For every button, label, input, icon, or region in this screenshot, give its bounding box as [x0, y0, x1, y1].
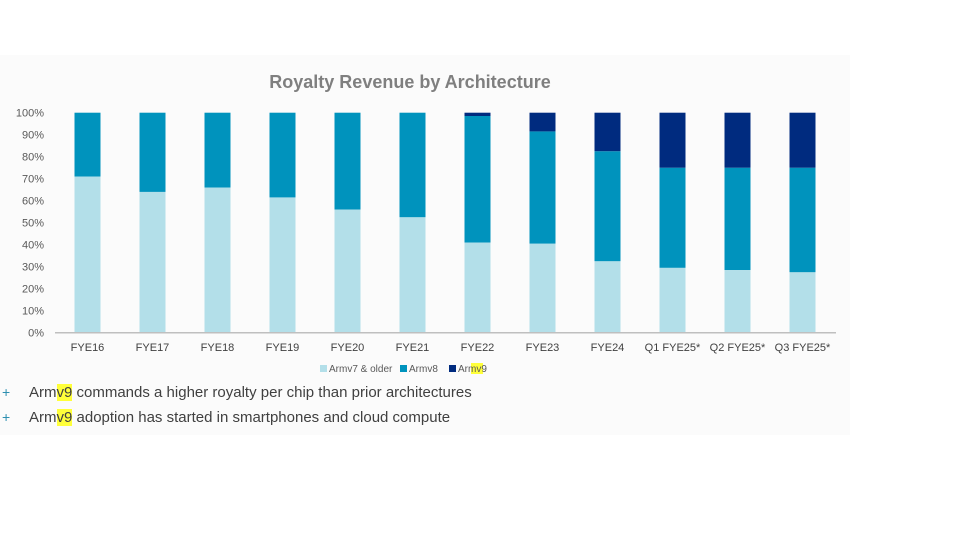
- bar-segment-armv9: [724, 112, 751, 168]
- y-tick-label: 40%: [22, 240, 44, 252]
- bar-segment-armv8: [269, 112, 296, 198]
- bar-segment-armv7-older: [789, 272, 816, 333]
- chart-panel: Royalty Revenue by Architecture 0% 10% 20%…: [0, 55, 850, 435]
- chart-title: Royalty Revenue by Architecture: [269, 72, 550, 92]
- bar-segment-armv9: [529, 112, 556, 132]
- x-tick-label: FYE17: [136, 342, 170, 354]
- x-tick-label: FYE21: [396, 342, 430, 354]
- bar-segment-armv7-older: [269, 197, 296, 333]
- y-tick-label: 50%: [22, 218, 44, 230]
- bar-segment-armv8: [724, 167, 751, 270]
- bar-segment-armv9: [464, 112, 491, 116]
- y-tick-label: 70%: [22, 174, 44, 186]
- bar-segment-armv8: [204, 112, 231, 188]
- legend-label-armv9: Armv9: [458, 364, 487, 375]
- bar-segment-armv8: [594, 151, 621, 262]
- bar-segment-armv7-older: [204, 187, 231, 333]
- y-tick-label: 0%: [28, 328, 44, 340]
- bar-segment-armv7-older: [334, 209, 361, 333]
- bullet-text: adoption has started in smartphones and …: [72, 409, 451, 426]
- bar-segment-armv7-older: [724, 270, 751, 333]
- stacked-bar-chart: Royalty Revenue by Architecture 0% 10% 20%…: [16, 72, 836, 375]
- bar-segment-armv9: [594, 112, 621, 152]
- y-tick-label: 10%: [22, 306, 44, 318]
- bar-segment-armv7-older: [139, 191, 166, 333]
- bar-segment-armv8: [659, 167, 686, 268]
- x-tick-label: FYE16: [71, 342, 105, 354]
- x-tick-label: Q3 FYE25*: [775, 342, 831, 354]
- bar-segment-armv7-older: [464, 242, 491, 333]
- highlighted-text: v9: [56, 409, 73, 426]
- x-tick-label: FYE22: [461, 342, 495, 354]
- y-tick-label: 20%: [22, 284, 44, 296]
- bullet-text: Arm: [29, 409, 57, 426]
- y-tick-label: 60%: [22, 196, 44, 208]
- plus-icon: +: [2, 409, 11, 425]
- legend-highlight: [471, 363, 483, 374]
- y-tick-label: 90%: [22, 130, 44, 142]
- bar-segment-armv9: [789, 112, 816, 168]
- bar-segment-armv8: [74, 112, 101, 177]
- x-tick-label: FYE23: [526, 342, 560, 354]
- legend-swatch-armv7: [320, 365, 327, 372]
- bar-segment-armv7-older: [529, 243, 556, 333]
- bar-segment-armv8: [464, 116, 491, 243]
- bar-segment-armv7-older: [74, 176, 101, 333]
- bar-segment-armv7-older: [594, 261, 621, 333]
- y-tick-label: 100%: [16, 108, 44, 120]
- bar-segment-armv8: [334, 112, 361, 210]
- bullet-text: commands a higher royalty per chip than …: [72, 384, 472, 401]
- legend-label-armv7: Armv7 & older: [329, 364, 393, 375]
- x-tick-label: FYE19: [266, 342, 300, 354]
- x-tick-label: FYE20: [331, 342, 365, 354]
- x-tick-label: Q1 FYE25*: [645, 342, 701, 354]
- y-tick-label: 80%: [22, 152, 44, 164]
- bar-segment-armv8: [399, 112, 426, 218]
- x-tick-label: Q2 FYE25*: [710, 342, 766, 354]
- legend-swatch-armv8: [400, 365, 407, 372]
- x-tick-label: FYE18: [201, 342, 235, 354]
- y-tick-label: 30%: [22, 262, 44, 274]
- plus-icon: +: [2, 384, 11, 400]
- bar-segment-armv8: [789, 167, 816, 273]
- highlighted-text: v9: [56, 384, 73, 401]
- legend: Armv7 & older Armv8 Armv9: [320, 363, 487, 375]
- x-tick-label: FYE24: [591, 342, 625, 354]
- bullet-text: Arm: [29, 384, 57, 401]
- bar-segment-armv8: [139, 112, 166, 192]
- legend-label-armv8: Armv8: [409, 364, 438, 375]
- bar-segment-armv9: [659, 112, 686, 168]
- legend-swatch-armv9: [449, 365, 456, 372]
- bar-segment-armv7-older: [659, 267, 686, 333]
- bar-segment-armv7-older: [399, 217, 426, 333]
- bar-segment-armv8: [529, 131, 556, 244]
